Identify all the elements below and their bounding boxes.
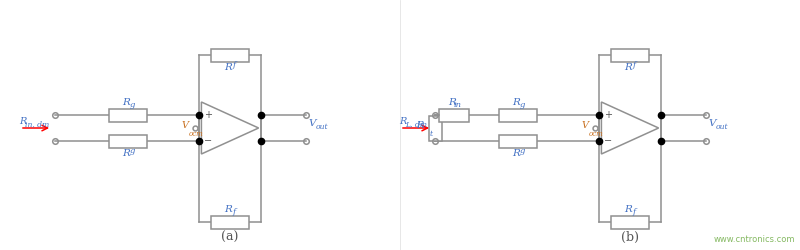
Text: in, dm: in, dm	[25, 120, 50, 128]
Text: f: f	[233, 61, 235, 69]
Text: g: g	[130, 101, 135, 109]
Text: V: V	[182, 122, 189, 130]
Bar	[211, 216, 249, 228]
Text: R: R	[624, 205, 632, 214]
Text: +: +	[204, 110, 212, 120]
Text: f: f	[233, 208, 235, 216]
Bar	[611, 216, 649, 228]
Text: (b): (b)	[621, 230, 639, 243]
Text: ocm: ocm	[189, 130, 203, 138]
Text: +: +	[604, 110, 612, 120]
Text: out: out	[315, 123, 328, 131]
Text: R: R	[512, 149, 520, 158]
Bar	[429, 116, 442, 140]
Bar	[499, 134, 538, 147]
Text: −: −	[603, 136, 612, 146]
Text: in: in	[454, 101, 462, 109]
Text: R: R	[417, 122, 424, 130]
Bar	[109, 134, 147, 147]
Text: L, dm: L, dm	[405, 120, 427, 128]
Text: V: V	[709, 120, 716, 128]
Text: g: g	[519, 147, 525, 155]
Text: g: g	[130, 147, 135, 155]
Bar	[211, 48, 249, 62]
Text: (a): (a)	[222, 230, 238, 243]
Bar	[611, 48, 649, 62]
Text: V: V	[582, 122, 588, 130]
Text: R: R	[512, 98, 520, 107]
Text: R: R	[122, 149, 130, 158]
Bar	[499, 108, 538, 122]
Bar	[109, 108, 147, 122]
Text: t: t	[430, 130, 433, 138]
Text: R: R	[19, 116, 26, 126]
Text: g: g	[519, 101, 525, 109]
Text: f: f	[633, 208, 635, 216]
Text: out: out	[716, 123, 728, 131]
Text: R: R	[399, 116, 406, 126]
Text: R: R	[224, 205, 232, 214]
Bar	[439, 108, 469, 122]
Text: f: f	[633, 61, 635, 69]
Text: R: R	[224, 63, 232, 72]
Text: R: R	[448, 98, 456, 107]
Text: −: −	[203, 136, 212, 146]
Text: ocm: ocm	[588, 130, 603, 138]
Text: R: R	[624, 63, 632, 72]
Text: V: V	[309, 120, 316, 128]
Text: www.cntronics.com: www.cntronics.com	[714, 236, 795, 244]
Text: R: R	[122, 98, 130, 107]
